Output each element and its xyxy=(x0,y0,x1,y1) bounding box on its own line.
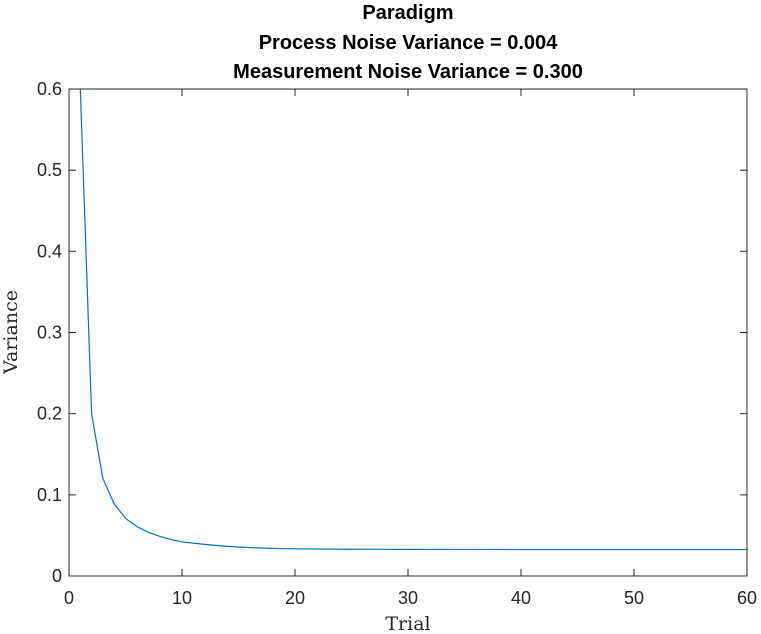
chart-title-line-1: Paradigm xyxy=(362,2,453,24)
x-tick-label: 10 xyxy=(172,588,192,608)
x-tick-label: 40 xyxy=(511,588,531,608)
y-tick-label: 0.4 xyxy=(37,241,62,261)
x-tick-label: 30 xyxy=(398,588,418,608)
y-tick-label: 0.1 xyxy=(37,485,62,505)
x-tick-label: 0 xyxy=(64,588,74,608)
x-tick-label: 50 xyxy=(624,588,644,608)
y-axis-ticks: 0 0.1 0.2 0.3 0.4 0.5 0.6 xyxy=(37,79,747,586)
y-axis-label: Variance xyxy=(0,290,22,375)
x-tick-label: 60 xyxy=(737,588,757,608)
y-tick-label: 0.3 xyxy=(37,323,62,343)
chart-title-line-3: Measurement Noise Variance = 0.300 xyxy=(233,61,583,83)
y-tick-label: 0.6 xyxy=(37,79,62,99)
x-tick-label: 20 xyxy=(285,588,305,608)
y-tick-label: 0 xyxy=(52,566,62,586)
y-tick-label: 0.2 xyxy=(37,404,62,424)
x-axis-label: Trial xyxy=(385,613,430,634)
y-tick-label: 0.5 xyxy=(37,160,62,180)
chart-title-line-2: Process Noise Variance = 0.004 xyxy=(259,32,558,54)
series-line-variance xyxy=(79,88,747,551)
x-axis-ticks: 0 10 20 30 40 50 60 xyxy=(64,89,757,608)
